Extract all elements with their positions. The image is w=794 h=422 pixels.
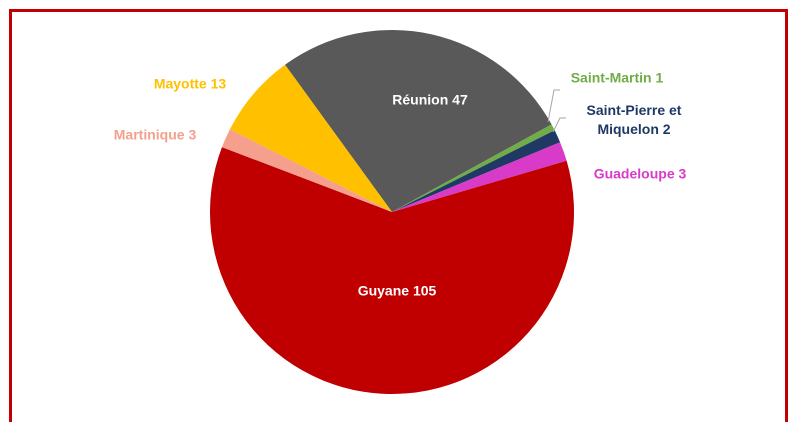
data-label: Saint-Pierre et Miquelon 2 [574, 101, 694, 139]
pie-slice [221, 129, 392, 212]
pie-slice [229, 64, 392, 212]
value-label: 13 [210, 75, 227, 92]
pie-slice [392, 130, 561, 212]
category-label: Saint-Martin [570, 69, 652, 86]
value-label: 2 [662, 121, 671, 137]
category-label: Martinique [113, 126, 185, 143]
data-label: Réunion 47 [392, 91, 467, 110]
category-label: Guyane [357, 282, 410, 299]
value-label: 1 [655, 69, 664, 86]
value-label: 47 [452, 91, 468, 108]
pie-slice [392, 124, 555, 212]
slices [209, 30, 574, 395]
data-label: Mayotte 13 [154, 75, 226, 94]
chart [209, 30, 574, 395]
value-label: 3 [678, 165, 687, 182]
data-label: Saint-Martin 1 [571, 69, 664, 88]
category-label: Saint-Pierre et Miquelon [586, 102, 682, 137]
leader-line [547, 89, 560, 123]
page: Réunion 47 Saint-Martin 1 Saint-Pierre et … [9, 9, 788, 422]
category-label: Guadeloupe [593, 165, 675, 182]
pie-slice [285, 30, 552, 213]
data-label: Martinique 3 [114, 126, 196, 145]
value-label: 105 [412, 282, 437, 299]
pie-slice [392, 142, 567, 212]
pie-slice [209, 147, 574, 395]
leader-line [552, 117, 566, 133]
value-label: 3 [188, 126, 197, 143]
category-label: Réunion [392, 91, 449, 108]
data-label: Guyane 105 [358, 282, 437, 301]
data-label: Guadeloupe 3 [594, 165, 687, 184]
category-label: Mayotte [153, 75, 207, 92]
frame [9, 9, 788, 422]
